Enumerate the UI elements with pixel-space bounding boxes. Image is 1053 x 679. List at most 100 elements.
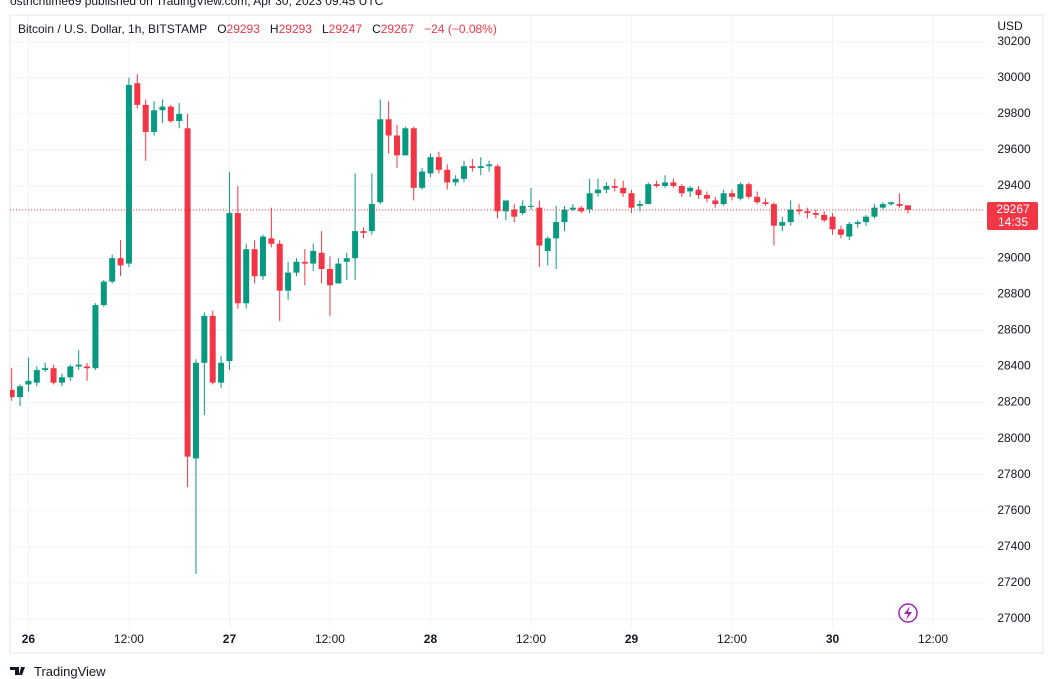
x-tick-label: 12:00 bbox=[114, 632, 144, 646]
candle-body bbox=[662, 182, 669, 187]
last-price-label: 29267 bbox=[996, 202, 1030, 216]
candle-body bbox=[645, 184, 652, 205]
candle-body bbox=[410, 128, 417, 188]
candle-body bbox=[611, 186, 618, 188]
candle-body bbox=[109, 258, 116, 282]
candle-body bbox=[720, 193, 727, 205]
candle-body bbox=[528, 205, 535, 207]
candle-body bbox=[821, 214, 828, 221]
candle-body bbox=[486, 164, 493, 167]
candle-body bbox=[151, 110, 158, 132]
candle-body bbox=[812, 213, 819, 215]
x-tick-label: 12:00 bbox=[516, 632, 546, 646]
candle-body bbox=[586, 193, 593, 210]
y-tick-label: 28000 bbox=[997, 431, 1031, 445]
candle-body bbox=[636, 204, 643, 206]
x-tick-label: 29 bbox=[625, 632, 639, 646]
candle-body bbox=[770, 204, 777, 226]
y-tick-label: 30200 bbox=[997, 34, 1031, 48]
candle-body bbox=[729, 193, 736, 197]
candle-body bbox=[879, 204, 886, 208]
y-tick-label: 30000 bbox=[997, 70, 1031, 84]
candle-body bbox=[10, 389, 15, 398]
candle-body bbox=[678, 186, 685, 194]
y-tick-label: 27200 bbox=[997, 575, 1031, 589]
brand-logo bbox=[10, 667, 25, 675]
candle-body bbox=[326, 269, 333, 286]
candle-body bbox=[419, 171, 426, 188]
ohlc-value: 29247 bbox=[328, 22, 363, 36]
candle-body bbox=[192, 362, 199, 459]
candle-body bbox=[134, 83, 141, 105]
x-tick-label: 27 bbox=[223, 632, 237, 646]
candle-body bbox=[578, 207, 585, 212]
candle-body bbox=[871, 207, 878, 217]
candle-body bbox=[251, 249, 258, 277]
y-tick-label: 27800 bbox=[997, 467, 1031, 481]
candle-body bbox=[276, 243, 283, 291]
candle-body bbox=[125, 84, 132, 264]
currency-label: USD bbox=[997, 19, 1023, 33]
candle-body bbox=[494, 166, 501, 212]
ohlc-value: 29267 bbox=[380, 22, 415, 36]
candles bbox=[10, 74, 911, 574]
candle-body bbox=[368, 204, 375, 232]
candle-body bbox=[343, 258, 350, 262]
x-tick-label: 30 bbox=[826, 632, 840, 646]
candle-body bbox=[846, 223, 853, 237]
candle-body bbox=[117, 258, 124, 266]
candle-body bbox=[360, 231, 367, 233]
candle-body bbox=[469, 166, 476, 168]
candle-body bbox=[544, 238, 551, 251]
candle-body bbox=[804, 211, 811, 214]
candle-body bbox=[687, 187, 694, 192]
candle-body bbox=[259, 236, 266, 277]
chart-frame bbox=[9, 14, 1044, 654]
candle-body bbox=[226, 213, 233, 362]
candle-body bbox=[167, 106, 174, 122]
ohlc-label: O bbox=[217, 22, 227, 36]
candle-body bbox=[50, 368, 57, 383]
x-tick-label: 12:00 bbox=[918, 632, 948, 646]
candle-body bbox=[561, 209, 568, 223]
candle-body bbox=[142, 104, 149, 132]
ohlc-label: H bbox=[269, 22, 279, 36]
candle-body bbox=[854, 222, 861, 224]
candle-body bbox=[737, 184, 744, 199]
candle-body bbox=[310, 250, 317, 264]
candle-body bbox=[595, 189, 602, 194]
candle-body bbox=[754, 196, 761, 203]
candle-body bbox=[888, 202, 895, 205]
candle-body bbox=[100, 281, 107, 306]
candle-body bbox=[33, 370, 40, 383]
candle-body bbox=[477, 166, 484, 168]
ohlc-label: C bbox=[372, 22, 381, 36]
candle-body bbox=[268, 238, 275, 244]
candle-body bbox=[75, 364, 82, 367]
candle-body bbox=[301, 261, 308, 264]
x-tick-label: 12:00 bbox=[717, 632, 747, 646]
ohlc-value: 29293 bbox=[278, 22, 312, 36]
candle-body bbox=[159, 106, 166, 111]
x-tick-label: 28 bbox=[424, 632, 438, 646]
countdown-label: 14:35 bbox=[998, 215, 1028, 229]
candle-body bbox=[829, 216, 836, 230]
candle-body bbox=[393, 135, 400, 156]
candle-body bbox=[176, 113, 183, 122]
y-tick-label: 29000 bbox=[997, 250, 1031, 264]
candle-body bbox=[435, 157, 442, 170]
candle-body bbox=[285, 272, 292, 291]
candle-body bbox=[787, 209, 794, 223]
grid bbox=[10, 15, 985, 628]
candle-body bbox=[745, 184, 752, 197]
y-tick-label: 27000 bbox=[997, 611, 1031, 625]
candle-body bbox=[511, 209, 518, 217]
candle-body bbox=[569, 207, 576, 210]
alert-bolt bbox=[904, 606, 912, 620]
y-tick-label: 28800 bbox=[997, 286, 1031, 300]
candle-body bbox=[452, 178, 459, 183]
y-tick-label: 27400 bbox=[997, 539, 1031, 553]
alert-icon[interactable] bbox=[898, 603, 918, 623]
candle-body bbox=[519, 205, 526, 214]
